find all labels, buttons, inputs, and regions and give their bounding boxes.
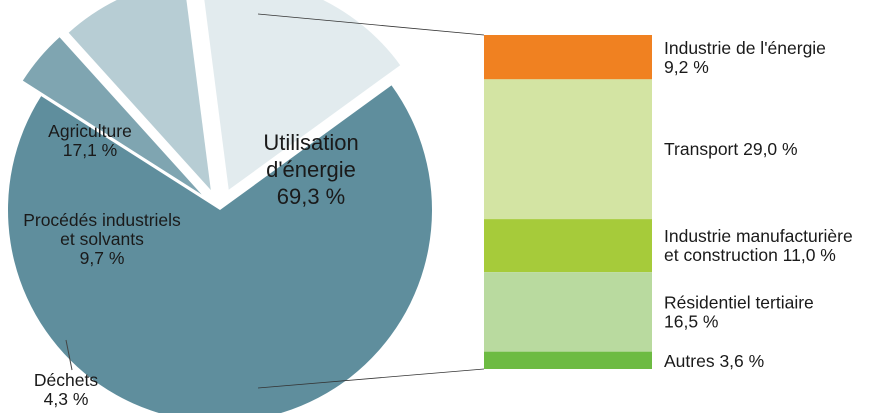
- connector-top: [257, 13, 485, 36]
- slice-label-dechets: Déchets: [34, 370, 98, 390]
- segment-label-residentiel-tertiaire: Résidentiel tertiaire: [664, 292, 814, 312]
- slice-label-utilisation: Utilisation: [263, 130, 358, 155]
- slice-value-utilisation: 69,3 %: [277, 184, 346, 209]
- pie-slice-procedes-industriels: [68, 0, 211, 191]
- segment-label-industrie-de-l-energie: 9,2 %: [664, 57, 709, 77]
- pie-slice-agriculture: [204, 0, 401, 190]
- bar-segment-industrie-de-l-energie: [484, 35, 652, 80]
- breakdown-bar: [484, 35, 652, 369]
- segment-label-industrie-manufacturiere: et construction 11,0 %: [664, 245, 836, 265]
- bar-segment-transport: [484, 79, 652, 220]
- slice-label-utilisation: d'énergie: [266, 157, 356, 182]
- slice-label-agriculture: Agriculture: [48, 121, 132, 141]
- slice-value-agriculture: 17,1 %: [63, 140, 117, 160]
- slice-value-procedes-industriels: 9,7 %: [80, 248, 125, 268]
- bar-segment-residentiel-tertiaire: [484, 272, 652, 352]
- segment-label-residentiel-tertiaire: 16,5 %: [664, 311, 718, 331]
- pie-slices: [8, 0, 433, 413]
- segment-label-autres: Autres 3,6 %: [664, 351, 764, 371]
- slice-label-procedes-industriels: et solvants: [60, 229, 144, 249]
- slice-value-dechets: 4,3 %: [44, 389, 89, 409]
- segment-label-industrie-manufacturiere: Industrie manufacturière: [664, 226, 853, 246]
- connector-bottom: [257, 368, 485, 389]
- leader-line-dechets: [65, 339, 73, 371]
- bar-segment-industrie-manufacturiere: [484, 219, 652, 273]
- segment-label-transport: Transport 29,0 %: [664, 139, 798, 159]
- pie-slice-utilisation: [8, 85, 433, 413]
- pie-slice-dechets: [22, 37, 202, 195]
- connector-lines: [257, 13, 485, 389]
- bar-segment-autres: [484, 351, 652, 369]
- slice-label-procedes-industriels: Procédés industriels: [23, 210, 181, 230]
- segment-label-industrie-de-l-energie: Industrie de l'énergie: [664, 38, 826, 58]
